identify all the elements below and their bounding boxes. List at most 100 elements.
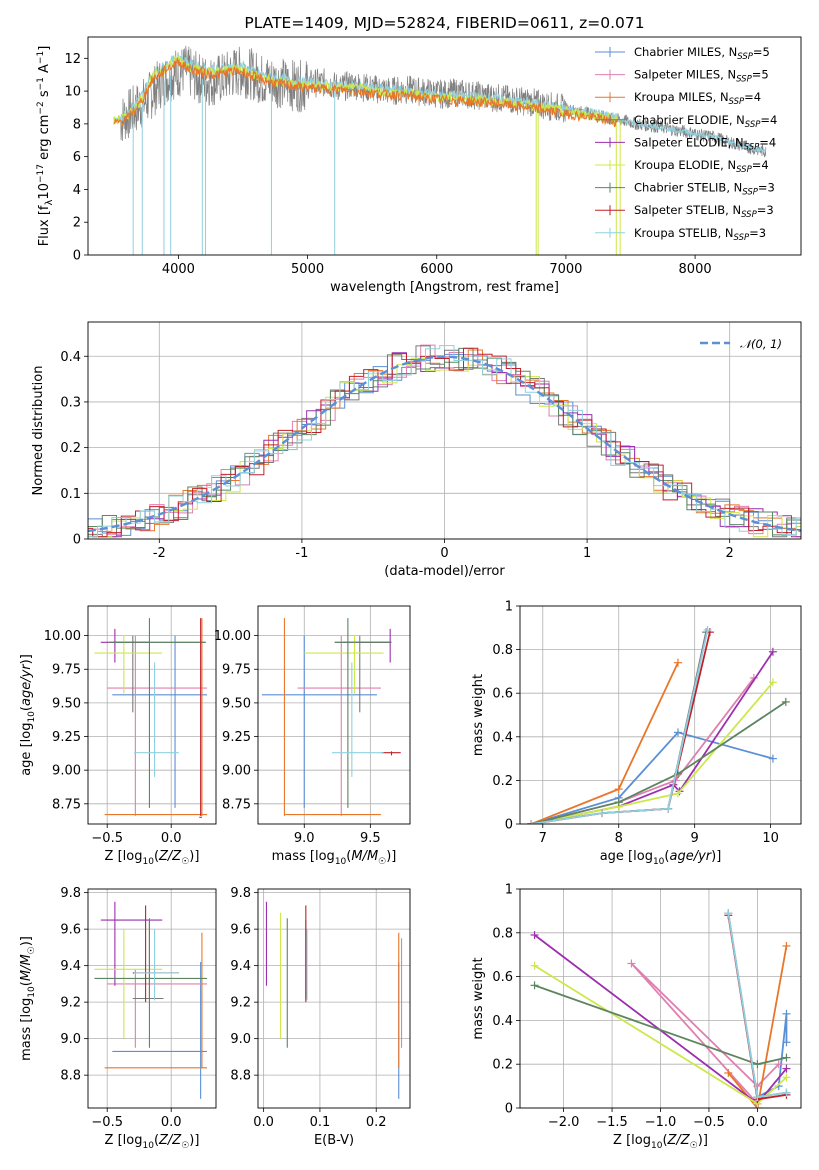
y-tick-label: 8.75 (222, 797, 251, 812)
ylabel-part: −1 (36, 51, 46, 64)
weight-line (531, 651, 774, 824)
legend-subscript: SSP (745, 120, 761, 130)
ylabel-part: 10 (37, 183, 52, 200)
spectrum-frame (87, 36, 802, 256)
z-age-frame (87, 605, 217, 825)
legend-text: Kroupa ELODIE, N (634, 158, 736, 172)
x-tick-label: 8000 (679, 262, 712, 277)
y-tick-label: 0 (505, 818, 513, 833)
x-tick-label: 7000 (549, 262, 582, 277)
legend-subscript: SSP (736, 75, 752, 85)
y-tick-label: 0.6 (492, 687, 513, 702)
mass-age-plot-area (261, 618, 401, 816)
xlabel-part: 10 (142, 1141, 154, 1151)
age-weight-plot-area (527, 625, 790, 824)
y-tick-label: 9.2 (60, 996, 81, 1011)
residual-legend-entry: 𝒩(0, 1) (740, 337, 782, 351)
xlabel-part: wavelength [Angstrom, rest frame] (330, 280, 559, 295)
ylabel-part: ☉ (27, 946, 37, 954)
legend-tail: =3 (749, 226, 766, 240)
age-weight-frame (519, 605, 802, 825)
y-tick-label: 0.3 (60, 395, 81, 410)
legend-tail: =5 (752, 68, 769, 82)
xlabel-part: M/M (351, 849, 378, 864)
x-tick-label: 8 (615, 831, 623, 846)
x-tick-label: −0.5 (91, 831, 123, 846)
x-tick-label: 0.0 (747, 1115, 768, 1130)
z-weight-ylabel: mass weight (471, 957, 486, 1039)
y-tick-label: 2 (73, 216, 81, 231)
legend-entry: Kroupa STELIB, NSSP=3 (634, 226, 766, 243)
z-mass-ylabel: mass [log10(M/M☉)] (19, 936, 37, 1061)
y-tick-label: 1 (505, 883, 513, 898)
y-tick-label: 8.8 (60, 1069, 81, 1084)
z-age-ylabel: age [log10(age/yr)] (19, 654, 37, 776)
xlabel-part: ( (662, 1133, 667, 1148)
y-tick-label: 6 (73, 150, 81, 165)
xlabel-part: )] (386, 849, 396, 864)
ylabel-part: erg cm (37, 115, 52, 164)
x-tick-label: 0.0 (161, 831, 182, 846)
ylabel-part: mass weight (471, 957, 486, 1039)
xlabel-part: ( (664, 849, 669, 864)
y-tick-label: 12 (64, 52, 81, 67)
age-weight-xlabel: age [log10(age/yr)] (600, 849, 722, 867)
weight-line (531, 629, 709, 824)
legend-entry: Salpeter STELIB, NSSP=3 (634, 203, 774, 220)
legend-entry: Chabrier ELODIE, NSSP=4 (634, 113, 777, 130)
x-tick-label: 0.0 (161, 1115, 182, 1130)
y-tick-label: 0 (73, 533, 81, 548)
y-tick-label: 0.8 (492, 643, 513, 658)
ylabel-part: Normed distribution (31, 366, 46, 496)
residual-histogram (88, 345, 801, 538)
ylabel-part: −1 (36, 77, 46, 90)
z-mass-frame (87, 888, 217, 1109)
legend-text: Salpeter ELODIE, N (634, 135, 744, 149)
xlabel-part: Z/Z (158, 1133, 182, 1148)
y-tick-label: 0.8 (492, 926, 513, 941)
y-tick-label: 0.1 (60, 487, 81, 502)
y-tick-label: 0.6 (492, 970, 513, 985)
z-mass-plot-area (94, 901, 208, 1099)
y-tick-label: 9.25 (52, 730, 81, 745)
legend-subscript: SSP (737, 52, 753, 62)
ebv-mass-plot-area (265, 901, 403, 1099)
legend-tail: =4 (760, 113, 777, 127)
age-weight-ylabel: mass weight (471, 674, 486, 756)
legend-tail: =5 (753, 45, 770, 59)
legend-text: Chabrier ELODIE, N (634, 113, 745, 127)
x-tick-label: −0.5 (693, 1115, 725, 1130)
y-tick-label: 0.2 (60, 441, 81, 456)
xlabel-part: )] (698, 1133, 708, 1148)
y-tick-label: 9.50 (222, 696, 251, 711)
y-tick-label: 9.75 (222, 663, 251, 678)
y-tick-label: 8.8 (230, 1069, 251, 1084)
z-weight-frame (519, 888, 802, 1109)
x-tick-label: 9.0 (294, 831, 315, 846)
ylabel-part: A (37, 64, 52, 77)
z-weight-xlabel: Z [log10(Z/Z☉)] (613, 1133, 708, 1151)
ylabel-part: ] (37, 46, 52, 51)
y-tick-label: 10.00 (214, 629, 251, 644)
x-tick-label: -1 (295, 546, 308, 561)
ylabel-part: λ (44, 199, 55, 205)
x-tick-label: 2 (726, 546, 734, 561)
xlabel-part: 10 (335, 857, 347, 867)
xlabel-part: mass [log (272, 849, 335, 864)
xlabel-part: E(B-V) (314, 1133, 354, 1148)
xlabel-part: ☉ (181, 1141, 189, 1151)
y-tick-label: 9.75 (52, 663, 81, 678)
ylabel-part: age [log (19, 723, 34, 776)
y-tick-label: 9.00 (222, 764, 251, 779)
x-tick-label: 0.0 (253, 1115, 274, 1130)
z-mass-xlabel: Z [log10(Z/Z☉)] (105, 1133, 200, 1151)
legend-entry: Chabrier MILES, NSSP=5 (634, 45, 770, 62)
mass-age-axes: 9.0 9.5 8.75 9.00 9.25 9.50 9.75 10.00 (214, 606, 410, 846)
y-tick-label: 0 (73, 249, 81, 264)
model-spectrum (113, 57, 619, 128)
model-spectrum (113, 54, 619, 125)
ylabel-part: −17 (36, 164, 46, 183)
x-tick-label: −1.0 (645, 1115, 677, 1130)
y-tick-label: 0.2 (492, 1058, 513, 1073)
